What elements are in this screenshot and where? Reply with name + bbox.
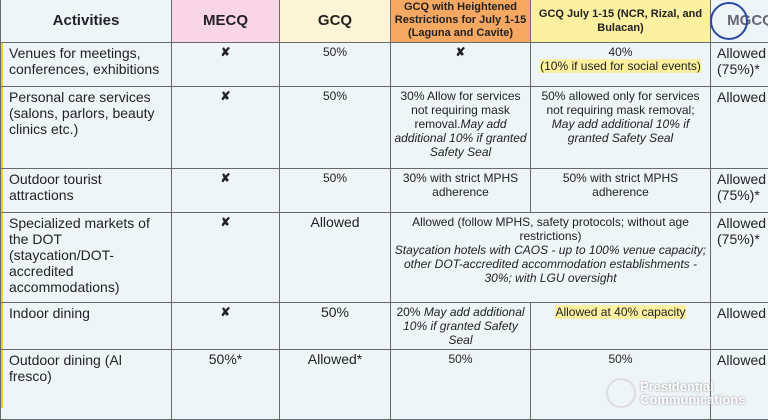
heightened-cell: 20% May add additional 10% if granted Sa… [391, 303, 531, 350]
gcq-cell: 50% [280, 169, 391, 213]
mecq-cell: ✘ [172, 213, 280, 303]
table-row: Indoor dining ✘ 50% 20% May add addition… [1, 303, 768, 350]
activity-cell: Indoor dining [1, 303, 172, 350]
mecq-cell: ✘ [172, 43, 280, 87]
header-activities: Activities [1, 0, 172, 43]
gcq-cell: Allowed [280, 213, 391, 303]
pcoo-watermark: Presidential Communications [606, 378, 768, 408]
mecq-cell: 50%* [172, 350, 280, 420]
pcoo-seal-icon [606, 378, 636, 408]
merged-note: Staycation hotels with CAOS - up to 100%… [395, 243, 707, 285]
mgcq-cell: Allowed [711, 303, 768, 350]
header-row: Activities MECQ GCQ GCQ with Heightened … [1, 0, 768, 43]
gcq-cell: 50% [280, 87, 391, 169]
heightened-cell: ✘ [391, 43, 531, 87]
heightened-cell: 30% with strict MPHS adherence [391, 169, 531, 213]
july-cell: 50% allowed only for services not requir… [531, 87, 711, 169]
activity-cell: Specialized markets of the DOT (staycati… [1, 213, 172, 303]
header-mgcq: MGCQ [711, 0, 768, 43]
header-gcq-july: GCQ July 1-15 (NCR, Rizal, and Bulacan) [531, 0, 711, 43]
july-note: (10% if used for social events) [540, 59, 701, 73]
header-gcq-heightened: GCQ with Heightened Restrictions for Jul… [391, 0, 531, 43]
july-value: 50% allowed only for services not requir… [541, 89, 699, 117]
heightened-value: 20% [396, 305, 420, 319]
july-cell: 40%(10% if used for social events) [531, 43, 711, 87]
heightened-cell: 50% [391, 350, 531, 420]
july-cell: 50% with strict MPHS adherence [531, 169, 711, 213]
mgcq-cell: Allowed (75%)* [711, 213, 768, 303]
table-row: Specialized markets of the DOT (staycati… [1, 213, 768, 303]
pcoo-text: Presidential Communications [640, 380, 768, 406]
gcq-cell: 50% [280, 303, 391, 350]
header-mecq: MECQ [172, 0, 280, 43]
merged-value: Allowed (follow MPHS, safety protocols; … [412, 215, 689, 243]
merged-cell: Allowed (follow MPHS, safety protocols; … [391, 213, 711, 303]
mecq-cell: ✘ [172, 169, 280, 213]
activity-cell: Personal care services (salons, parlors,… [1, 87, 172, 169]
heightened-note: May add additional 10% if granted Safety… [403, 305, 524, 347]
heightened-cell: 30% Allow for services not requiring mas… [391, 87, 531, 169]
gcq-cell: Allowed* [280, 350, 391, 420]
table-row: Personal care services (salons, parlors,… [1, 87, 768, 169]
mgcq-cell: Allowed (75%)* [711, 43, 768, 87]
header-gcq: GCQ [280, 0, 391, 43]
activity-cell: Venues for meetings, conferences, exhibi… [1, 43, 172, 87]
mecq-cell: ✘ [172, 87, 280, 169]
table-row: Outdoor tourist attractions ✘ 50% 30% wi… [1, 169, 768, 213]
july-value: Allowed at 40% capacity [555, 305, 685, 319]
activity-cell: Outdoor tourist attractions [1, 169, 172, 213]
july-cell: Allowed at 40% capacity [531, 303, 711, 350]
july-note: May add additional 10% if granted Safety… [552, 117, 689, 145]
gcq-cell: 50% [280, 43, 391, 87]
mgcq-cell: Allowed [711, 87, 768, 169]
table-row: Venues for meetings, conferences, exhibi… [1, 43, 768, 87]
july-value: 40% [608, 45, 632, 59]
activity-cell: Outdoor dining (Al fresco) [1, 350, 172, 420]
mecq-cell: ✘ [172, 303, 280, 350]
mgcq-cell: Allowed (75%)* [711, 169, 768, 213]
